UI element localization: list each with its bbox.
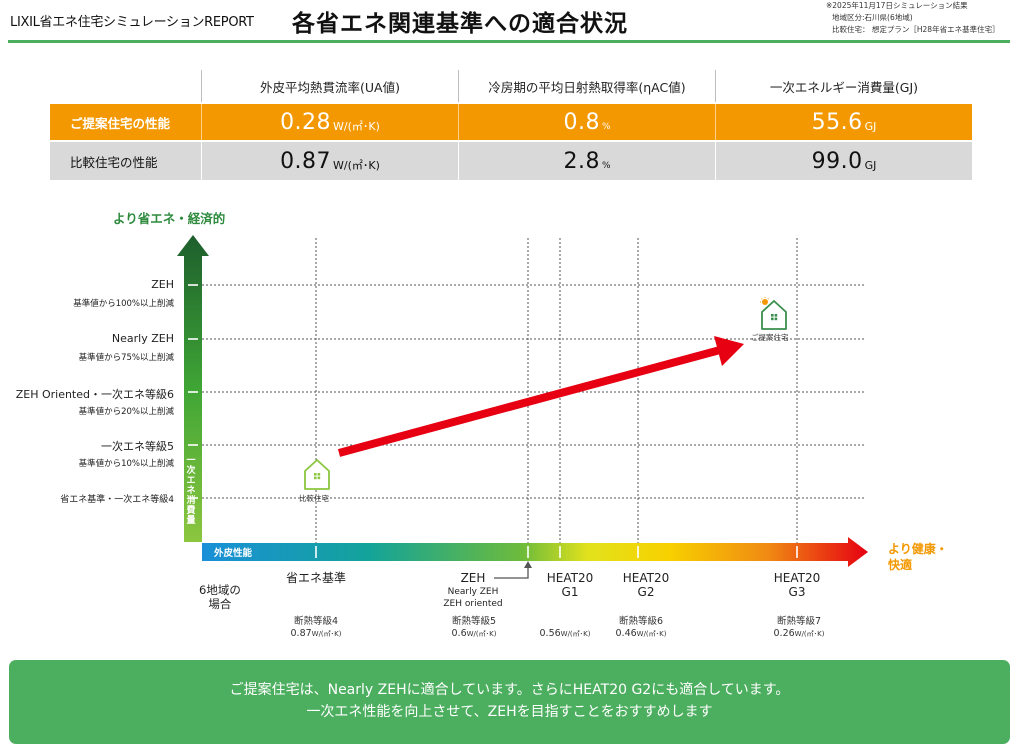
x-axis-ticks [315,546,798,558]
x-grade-zeh: 断熱等級5 0.6W/(㎡･K) [434,616,514,640]
report-brand: LIXIL省エネ住宅シミュレーションREPORT [10,15,254,30]
summary-line2: 一次エネ性能を向上させて、ZEHを目指すことをおすすめします [306,704,713,720]
x-level-g1-line2: G1 [561,585,579,599]
x-level-zeh: ZEH [460,571,486,585]
table-row-comparison: 比較住宅の性能 0.87 W/(㎡･K) 2.8% 99.0 GJ [50,142,972,180]
table-header-row: 外皮平均熱貫流率(UA値) 冷房期の平均日射熱取得率(ηAC値) 一次エネルギー… [50,70,972,102]
region-line1: 6地域の [199,583,241,597]
region-label: 6地域の 場合 [199,583,241,611]
x-level-g3-line2: G3 [788,585,806,599]
x-level-g3-line1: HEAT20 [773,571,821,585]
eta-value: 0.8 [563,109,600,135]
ua-value: 0.28 [280,109,332,135]
y-gridlines [202,284,866,499]
energy-value-cell: 55.6 GJ [715,104,972,140]
y-level-grade5-sub: 基準値から10%以上削減 [78,459,174,469]
row-label: ご提案住宅の性能 [70,115,171,131]
y-axis-label: 一次エネ消費量 [186,456,196,526]
y-level-zeh: ZEH [151,278,174,291]
x-level-zeh-sub2: ZEH oriented [443,599,503,609]
x-level-standard: 省エネ基準 [285,571,346,585]
meta-comparison: 比較住宅： 想定プラン［H28年省エネ基準住宅］ [832,25,1000,34]
x-end-line1: より健康・ [888,542,948,556]
meta-region: 地域区分:石川県(6地域) [832,13,913,22]
y-axis-caption: より省エネ・経済的 [113,211,226,226]
x-grade-g1: 0.56W/(㎡･K) [525,628,605,640]
energy-value-cell: 99.0 GJ [715,142,972,180]
grade-name: 断熱等級7 [776,616,822,627]
row-label: 比較住宅の性能 [70,154,158,170]
grade-value: 0.46W/(㎡･K) [615,628,667,639]
y-level-grade4: 省エネ基準・一次エネ等級4 [60,495,174,505]
table-header-ua: 外皮平均熱貫流率(UA値) [201,70,458,102]
region-line2: 場合 [208,597,232,611]
table-row-proposed: ご提案住宅の性能 0.28 W/(㎡･K) 0.8% 55.6 GJ [50,104,972,140]
grade-value: 0.56W/(㎡･K) [539,628,591,639]
x-grade-g3: 断熱等級7 0.26W/(㎡･K) [759,616,839,640]
proposed-house-icon [760,297,787,330]
grade-value: 0.26W/(㎡･K) [773,628,825,639]
x-level-g1-line1: HEAT20 [546,571,594,585]
simulation-meta: ※2025年11月17日シミュレーション結果 地域区分:石川県(6地域) 比較住… [826,0,1000,36]
y-level-nearly-zeh: Nearly ZEH [111,332,174,345]
energy-unit: GJ [864,158,877,172]
ua-value-cell: 0.87 W/(㎡･K) [201,142,458,180]
y-level-grade5: 一次エネ等級5 [101,440,174,453]
x-end-line2: 快適 [888,558,913,572]
zeh-pointer-head [524,561,532,568]
x-level-g2-line2: G2 [637,585,655,599]
grade-name: 断熱等級5 [451,616,497,627]
eta-value: 2.8 [563,148,600,174]
ua-value: 0.87 [280,148,332,174]
x-level-g3: HEAT20 G3 [757,571,837,599]
page-title: 各省エネ関連基準への適合状況 [292,11,628,37]
summary-banner: ご提案住宅は、Nearly ZEHに適合しています。さらにHEAT20 G2にも… [9,660,1010,744]
summary-line1: ご提案住宅は、Nearly ZEHに適合しています。さらにHEAT20 G2にも… [229,682,790,698]
grade-value: 0.6W/(㎡･K) [451,628,497,639]
x-axis-end-label: より健康・ 快適 [888,541,948,573]
x-level-g2-line1: HEAT20 [622,571,670,585]
x-axis-arrow [202,537,868,567]
improvement-arrow [337,336,744,457]
grade-name: 断熱等級6 [618,616,664,627]
x-level-zeh-sub1: Nearly ZEH [447,587,499,597]
header-divider [8,40,1010,43]
proposed-house-label: ご提案住宅 [751,333,789,342]
y-level-zeh-oriented: ZEH Oriented・一次エネ等級6 [15,388,174,401]
eta-unit: % [601,161,611,171]
x-grade-g2: 断熱等級6 0.46W/(㎡･K) [601,616,681,640]
y-level-zeh-sub: 基準値から100%以上削減 [73,299,174,309]
grade-name: 断熱等級4 [293,616,339,627]
grade-value: 0.87W/(㎡･K) [290,628,342,639]
ua-unit: W/(㎡･K) [333,159,380,172]
y-level-zeh-oriented-sub: 基準値から20%以上削減 [78,407,174,417]
x-axis-label: 外皮性能 [214,548,253,559]
ua-unit: W/(㎡･K) [333,120,380,133]
table-header-eta: 冷房期の平均日射熱取得率(ηAC値) [458,70,715,102]
x-grade-standard: 断熱等級4 0.87W/(㎡･K) [276,616,356,640]
ua-value-cell: 0.28 W/(㎡･K) [201,104,458,140]
energy-value: 55.6 [811,109,863,135]
eta-unit: % [601,122,611,132]
comparison-house-label: 比較住宅 [299,494,329,503]
y-level-nearly-zeh-sub: 基準値から75%以上削減 [78,353,174,363]
y-axis-ticks [188,284,198,499]
y-axis-arrow [177,235,209,542]
zeh-pointer-arrow [494,566,529,579]
eta-value-cell: 2.8% [458,142,715,180]
meta-date: ※2025年11月17日シミュレーション結果 [826,1,968,10]
house-icon [304,459,330,490]
x-level-g2: HEAT20 G2 [606,571,686,599]
energy-value: 99.0 [811,148,863,174]
eta-value-cell: 0.8% [458,104,715,140]
table-header-energy: 一次エネルギー消費量(GJ) [715,70,972,102]
energy-unit: GJ [864,119,877,133]
x-level-g1: HEAT20 G1 [530,571,610,599]
